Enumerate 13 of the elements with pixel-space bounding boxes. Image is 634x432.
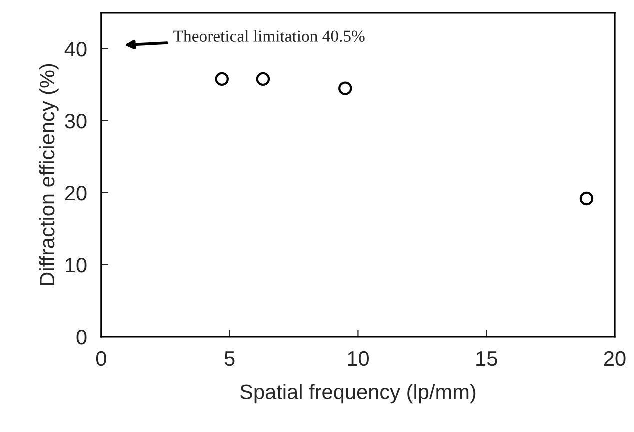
x-axis-title: Spatial frequency (lp/mm) [240, 384, 476, 404]
y-tick-label: 0 [76, 330, 87, 345]
y-tick-label: 40 [64, 42, 87, 57]
annotation: Theoretical limitation 40.5% [174, 30, 365, 42]
x-tick-label: 15 [476, 352, 498, 366]
y-tick-label: 20 [65, 186, 87, 201]
y-axis-title: Diffraction efficiency (%) [39, 64, 59, 286]
y-tick-label: 10 [66, 258, 87, 273]
y-tick-label: 30 [65, 114, 87, 129]
x-tick-label: 20 [604, 351, 626, 366]
x-tick-label: 5 [224, 352, 235, 366]
x-tick-label: 10 [348, 351, 369, 366]
x-tick-label: 0 [96, 351, 106, 366]
